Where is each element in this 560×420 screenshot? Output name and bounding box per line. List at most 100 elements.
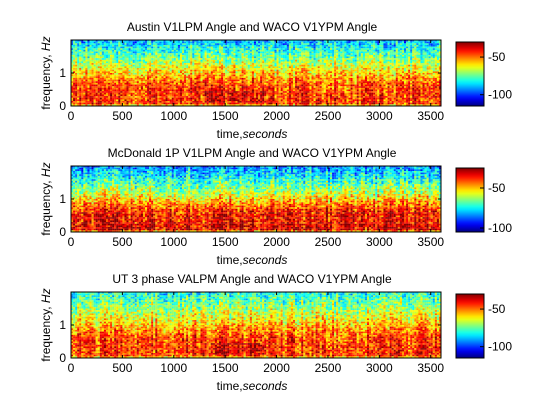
heatmap-cell [276,53,279,55]
heatmap-cell [239,82,242,85]
heatmap-cell [161,74,164,77]
heatmap-cell [309,43,312,46]
heatmap-cell [256,94,259,97]
heatmap-cell [276,51,279,54]
heatmap-cell [186,96,189,98]
heatmap-cell [122,94,125,97]
heatmap-cell [77,76,80,79]
heatmap-cell [165,51,168,54]
heatmap-cell [247,89,250,92]
heatmap-cell [231,73,234,75]
heatmap-cell [97,104,100,106]
heatmap-cell [79,58,82,60]
heatmap-cell [145,56,148,59]
heatmap-cell [190,58,193,60]
heatmap-cell [110,87,113,90]
heatmap-cell [157,76,160,79]
heatmap-cell [305,48,308,50]
heatmap-cell [208,84,211,87]
heatmap-cell [235,58,238,60]
heatmap-cell [264,97,267,100]
heatmap-cell [212,86,215,88]
heatmap-cell [97,102,100,105]
heatmap-cell [126,81,129,83]
heatmap-cell [149,46,152,49]
heatmap-cell [307,66,310,69]
heatmap-cell [243,43,246,46]
heatmap-cell [223,49,226,52]
heatmap-cell [245,101,248,103]
heatmap-cell [233,68,236,70]
heatmap-cell [179,44,183,47]
heatmap-cell [151,44,154,47]
heatmap-cell [323,68,326,70]
heatmap-cell [163,49,166,52]
heatmap-cell [159,56,162,59]
heatmap-cell [132,86,135,88]
heatmap-cell [130,53,133,55]
heatmap-cell [147,101,150,103]
heatmap-cell [136,63,139,65]
heatmap-cell [231,46,234,49]
heatmap-cell [284,69,287,72]
heatmap-cell [116,71,119,74]
heatmap-cell [270,69,273,72]
heatmap-cell [122,79,125,82]
heatmap-cell [134,61,137,64]
heatmap-cell [196,43,199,46]
heatmap-cell [325,68,329,70]
heatmap-cell [301,99,304,102]
heatmap-cell [126,73,129,75]
heatmap-cell [274,66,277,69]
heatmap-cell [171,56,174,59]
heatmap-cell [169,77,172,80]
heatmap-cell [237,66,240,69]
heatmap-cell [198,104,201,106]
heatmap-cell [182,44,185,47]
heatmap-cell [299,66,302,69]
heatmap-cell [305,44,308,47]
heatmap-cell [262,46,265,49]
heatmap-cell [124,59,127,62]
heatmap-cell [297,71,300,74]
heatmap-cell [231,92,234,95]
heatmap-cell [75,86,78,88]
heatmap-cell [79,64,82,67]
heatmap-cell [177,77,181,80]
heatmap-cell [284,84,287,87]
heatmap-cell [274,69,277,72]
heatmap-cell [282,96,285,98]
heatmap-cell [196,46,199,49]
heatmap-cell [321,68,324,70]
heatmap-cell [251,94,255,97]
heatmap-cell [288,81,292,83]
heatmap-cell [309,59,312,62]
heatmap-cell [108,51,111,54]
heatmap-cell [268,94,271,97]
heatmap-cell [136,48,139,50]
heatmap-cell [216,91,220,93]
heatmap-cell [97,82,100,85]
heatmap-cell [251,68,255,70]
heatmap-cell [247,81,250,83]
heatmap-cell [85,92,88,95]
heatmap-cell [200,46,203,49]
heatmap-cell [221,54,224,57]
heatmap-cell [153,89,156,92]
heatmap-cell [194,58,197,60]
heatmap-cell [256,43,259,46]
heatmap-cell [122,86,125,88]
heatmap-cell [128,104,131,106]
heatmap-cell [171,69,174,72]
heatmap-cell [229,71,232,74]
heatmap-cell [194,89,197,92]
heatmap-cell [89,43,92,46]
heatmap-cell [149,48,152,50]
heatmap-cell [202,69,205,72]
heatmap-cell [260,59,263,62]
heatmap-cell [138,48,141,50]
heatmap-cell [225,76,228,79]
heatmap-cell [167,79,170,82]
heatmap-cell [179,94,183,97]
heatmap-cell [120,81,123,83]
